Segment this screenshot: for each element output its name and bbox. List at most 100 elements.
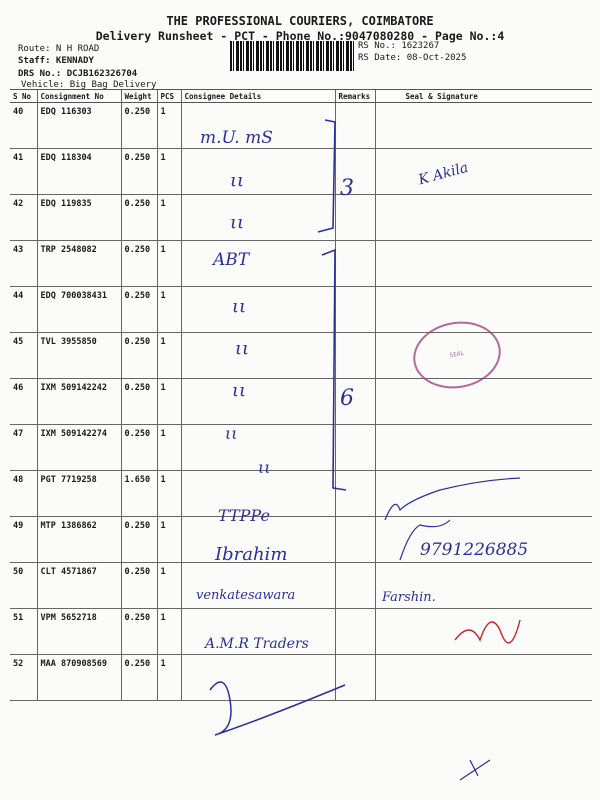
bracket-mark xyxy=(321,248,347,491)
seal-cell xyxy=(374,194,592,241)
table-row: 48 PGT 7719258 1.650 1 xyxy=(10,470,592,517)
col-pcs: PCS xyxy=(156,89,181,103)
consignment-cell: IXM 509142274 xyxy=(36,424,121,471)
rs-no: RS No.: 1623267 xyxy=(358,41,440,51)
table-row: 45 TVL 3955850 0.250 1 xyxy=(10,332,592,379)
table-row: 51 VPM 5652718 0.250 1 xyxy=(10,608,592,655)
ditto-mark: ιι xyxy=(230,170,245,191)
sno-cell: 42 xyxy=(10,194,37,241)
sno-cell: 51 xyxy=(10,608,37,655)
pcs-cell: 1 xyxy=(156,148,181,195)
seal-cell xyxy=(374,332,592,379)
col-consignee: Consignee Details xyxy=(180,89,335,103)
company-title: THE PROFESSIONAL COURIERS, COIMBATORE xyxy=(166,14,434,28)
weight-cell: 0.250 xyxy=(120,608,157,655)
col-seal: Seal & Signature xyxy=(374,89,592,103)
pcs-cell: 1 xyxy=(156,102,181,149)
consignment-cell: CLT 4571867 xyxy=(36,562,121,609)
table-row: 40 EDQ 116303 0.250 1 xyxy=(10,102,592,149)
signature-scribble xyxy=(384,477,521,521)
pcs-cell: 1 xyxy=(156,470,181,517)
handwriting-consignee-52: A.M.R Traders xyxy=(205,636,309,652)
vehicle: Vehicle: Big Bag Delivery xyxy=(21,80,157,90)
seal-cell xyxy=(374,516,592,563)
handwriting-count-3: 3 xyxy=(340,176,354,201)
weight-cell: 1.650 xyxy=(120,470,157,517)
pcs-cell: 1 xyxy=(156,378,181,425)
sno-cell: 45 xyxy=(10,332,37,379)
consignment-cell: EDQ 119835 xyxy=(36,194,121,241)
weight-cell: 0.250 xyxy=(120,332,157,379)
table-header: S No Consignment No Weight PCS Consignee… xyxy=(10,89,592,103)
handwriting-consignee-43: ABT xyxy=(213,250,250,270)
seal-cell xyxy=(374,562,592,609)
table-row: 50 CLT 4571867 0.250 1 xyxy=(10,562,592,609)
handwriting-consignee-50: Ibrahim xyxy=(215,544,288,565)
ditto-mark: ιι xyxy=(225,424,238,443)
consignee-cell xyxy=(180,654,335,701)
remarks-cell xyxy=(334,148,375,195)
table-row: 42 EDQ 119835 0.250 1 xyxy=(10,194,592,241)
ditto-mark: ιι xyxy=(232,296,247,317)
weight-cell: 0.250 xyxy=(120,654,157,701)
pcs-cell: 1 xyxy=(156,286,181,333)
runsheet-table: S No Consignment No Weight PCS Consignee… xyxy=(10,89,592,701)
consignee-cell xyxy=(180,562,335,609)
sno-cell: 50 xyxy=(10,562,37,609)
table-row: 43 TRP 2548082 0.250 1 xyxy=(10,240,592,287)
weight-cell: 0.250 xyxy=(120,516,157,563)
consignee-cell xyxy=(180,378,335,425)
consignee-cell xyxy=(180,148,335,195)
consignment-cell: EDQ 700038431 xyxy=(36,286,121,333)
sno-cell: 47 xyxy=(10,424,37,471)
consignee-cell xyxy=(180,240,335,287)
consignee-cell xyxy=(180,470,335,517)
bracket-mark xyxy=(317,119,336,233)
remarks-cell xyxy=(334,332,375,379)
ditto-mark: ιι xyxy=(258,458,271,477)
pcs-cell: 1 xyxy=(156,332,181,379)
sno-cell: 41 xyxy=(10,148,37,195)
consignment-cell: VPM 5652718 xyxy=(36,608,121,655)
consignment-cell: TVL 3955850 xyxy=(36,332,121,379)
sno-cell: 48 xyxy=(10,470,37,517)
consignee-cell xyxy=(180,332,335,379)
ditto-mark: ιι xyxy=(235,338,250,359)
handwriting-signature-51: Farshin. xyxy=(382,590,436,605)
sno-cell: 40 xyxy=(10,102,37,149)
consignment-cell: IXM 509142242 xyxy=(36,378,121,425)
table-row: 52 MAA 870908569 0.250 1 xyxy=(10,654,592,701)
remarks-cell xyxy=(334,654,375,701)
remarks-cell xyxy=(334,424,375,471)
col-weight: Weight xyxy=(120,89,157,103)
route: Route: N H ROAD xyxy=(18,44,100,54)
consignment-cell: EDQ 116303 xyxy=(36,102,121,149)
pcs-cell: 1 xyxy=(156,562,181,609)
pcs-cell: 1 xyxy=(156,194,181,241)
remarks-cell xyxy=(334,562,375,609)
pcs-cell: 1 xyxy=(156,240,181,287)
weight-cell: 0.250 xyxy=(120,148,157,195)
consignment-cell: MTP 1386862 xyxy=(36,516,121,563)
ditto-mark: ιι xyxy=(232,380,247,401)
seal-cell xyxy=(374,102,592,149)
weight-cell: 0.250 xyxy=(120,194,157,241)
signature-scribble xyxy=(399,519,451,561)
col-sno: S No xyxy=(10,89,37,103)
seal-cell xyxy=(374,240,592,287)
col-consignment: Consignment No xyxy=(36,89,121,103)
red-signature xyxy=(454,619,521,644)
table-row: 44 EDQ 700038431 0.250 1 xyxy=(10,286,592,333)
remarks-cell xyxy=(334,194,375,241)
pcs-cell: 1 xyxy=(156,608,181,655)
handwriting-consignee-51: venkatesawara xyxy=(196,588,296,603)
weight-cell: 0.250 xyxy=(120,424,157,471)
seal-cell xyxy=(374,654,592,701)
ditto-mark: ιι xyxy=(230,212,245,233)
sno-cell: 46 xyxy=(10,378,37,425)
rs-date: RS Date: 08-Oct-2025 xyxy=(358,53,467,63)
col-remarks: Remarks xyxy=(334,89,375,103)
remarks-cell xyxy=(334,102,375,149)
seal-cell xyxy=(374,148,592,195)
